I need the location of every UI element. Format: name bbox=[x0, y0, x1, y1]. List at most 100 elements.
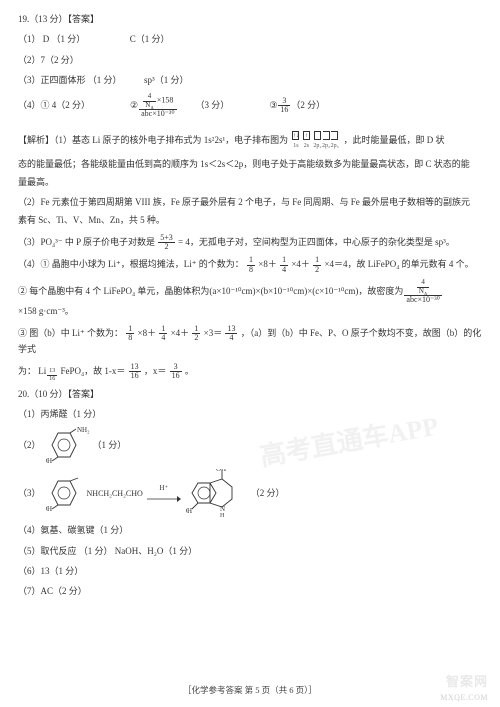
text: （2 分） bbox=[291, 98, 325, 113]
text: ×8＋ bbox=[258, 259, 277, 269]
box bbox=[314, 131, 321, 140]
svg-text:OH: OH bbox=[216, 469, 226, 473]
text: （1 分） bbox=[93, 438, 127, 453]
fused-ring-structure: OH OH N H bbox=[186, 469, 250, 517]
q20-a6: （6）13（1 分） bbox=[18, 564, 482, 579]
text: （3） bbox=[18, 486, 41, 501]
svg-text:OH: OH bbox=[46, 457, 52, 463]
num: 13 bbox=[47, 368, 57, 375]
den: 8 bbox=[247, 266, 255, 274]
benzene-structure: NH₂ OH bbox=[46, 427, 92, 463]
text: NHCH₂CH₂CHO bbox=[87, 487, 143, 501]
den: 8 bbox=[126, 334, 134, 342]
analysis-p4d: 为： Li1316 FePO₄，故 1-x＝ 1316 ，x＝ 316 。 bbox=[18, 363, 482, 382]
text: ×158 bbox=[157, 96, 174, 105]
analysis-p2a: （2）Fe 元素位于第四周期第 VIII 族，Fe 原子最外层有 2 个电子，与… bbox=[18, 195, 482, 210]
fraction: 14 bbox=[159, 325, 167, 343]
text: ，此时能量最低，即 D 状 bbox=[343, 135, 444, 145]
den: 4 bbox=[225, 334, 237, 342]
q19-a3: （3）正四面体形 （1 分） sp³（1 分） bbox=[18, 73, 482, 88]
text: （2） bbox=[18, 438, 41, 453]
q19-a2: （2）7（2 分） bbox=[18, 53, 482, 68]
den: 4 bbox=[159, 334, 167, 342]
q20-head: 20.（10 分）【答案】 bbox=[18, 387, 482, 402]
text: 。 bbox=[185, 366, 194, 376]
svg-text:OH: OH bbox=[46, 505, 52, 511]
text: 为： bbox=[18, 366, 36, 376]
text: ，x＝ bbox=[144, 366, 167, 376]
q20-a7: （7）AC（2 分） bbox=[18, 584, 482, 599]
box bbox=[323, 131, 330, 140]
analysis-p3: （3）PO₄³⁻ 中 P 原子价电子对数是 5+3 2 = 4，无孤电子对，空间… bbox=[18, 234, 482, 252]
q19-a4-end: ③ 3 16 （2 分） bbox=[269, 97, 325, 115]
box-label: 2p₂ bbox=[322, 141, 330, 151]
analysis-l1: 【解析】（1）基态 Li 原子的核外电子排布式为 1s²2s¹，电子排布图为 ↑… bbox=[18, 131, 482, 151]
analysis-l2: 态的能量最低；各能级能量由低到高的顺序为 1s＜2s＜2p，则电子处于高能级数多… bbox=[18, 157, 482, 172]
fraction: 18 bbox=[247, 256, 255, 274]
fraction: 4NA×158 abc×10⁻³⁰ bbox=[139, 93, 176, 118]
orbital-boxes: ↑↓1s ↑2s 2p₁ 2p₂ 2p₃ bbox=[292, 131, 339, 151]
den: 16 bbox=[170, 372, 182, 380]
text: （4）① 晶胞中小球为 Li⁺，根据均摊法，Li⁺ 的个数为： bbox=[18, 259, 244, 269]
den: abc×10⁻³⁰ bbox=[404, 296, 441, 304]
text: ③ bbox=[269, 98, 277, 113]
q19-a4-mid: ② 4NA×158 abc×10⁻³⁰ （3 分） bbox=[130, 93, 229, 118]
text: ② bbox=[130, 98, 138, 113]
watermark-url: MXQE.COM bbox=[440, 691, 488, 705]
text: ×4＋ bbox=[171, 328, 190, 338]
q20-a1: （1）丙烯醛（1 分） bbox=[18, 407, 482, 422]
fraction: 18 bbox=[126, 325, 134, 343]
den: 2 bbox=[158, 243, 175, 251]
analysis-l3: 量最高。 bbox=[18, 175, 482, 190]
fraction: 14 bbox=[280, 256, 288, 274]
box-label: 2p₃ bbox=[331, 141, 339, 151]
q19-a3-b: sp³（1 分） bbox=[144, 75, 188, 85]
box: ↑↓ bbox=[292, 131, 299, 140]
text: = 4，无孤电子对，空间构型为正四面体，中心原子的杂化类型是 sp³。 bbox=[178, 237, 455, 247]
text: ×158 g·cm⁻³。 bbox=[18, 304, 74, 319]
q19-a3-a: （3）正四面体形 （1 分） bbox=[18, 75, 122, 85]
box: ↑ bbox=[303, 131, 310, 140]
fraction: 5+3 2 bbox=[158, 234, 175, 252]
box-label: 2s bbox=[304, 141, 309, 151]
den: 16 bbox=[47, 376, 57, 382]
analysis-p4b: ② 每个晶胞中有 4 个 LiFePO₄ 单元，晶胞体积为(a×10⁻¹⁰cm)… bbox=[18, 279, 482, 319]
fraction: 4NA abc×10⁻³⁰ bbox=[404, 279, 441, 304]
text: ×8＋ bbox=[138, 328, 157, 338]
analysis-p4c: ③ 图（b）中 Li⁺ 个数为： 18 ×8＋ 14 ×4＋ 12 ×3＝ 13… bbox=[18, 325, 482, 358]
arrow-label: H⁺ bbox=[159, 483, 168, 495]
watermark-brand: 智案网 bbox=[446, 671, 488, 693]
den: 2 bbox=[313, 266, 321, 274]
text: FePO₄，故 1-x＝ bbox=[61, 366, 126, 376]
svg-text:NH₂: NH₂ bbox=[77, 427, 90, 434]
text: ×4＝4，故 LiFePO₄ 的单元数有 4 个。 bbox=[324, 259, 473, 269]
fraction: 1316 bbox=[129, 363, 141, 381]
q20-a4: （4）氨基、碳氢键（1 分） bbox=[18, 523, 482, 538]
den: 16 bbox=[278, 106, 290, 114]
fraction: 134 bbox=[225, 325, 237, 343]
text: （3）PO₄³⁻ 中 P 原子价电子对数是 bbox=[18, 237, 157, 247]
text: （2 分） bbox=[251, 486, 285, 501]
q19-a1-a: （1） D （1 分） bbox=[18, 34, 85, 44]
svg-text:OH: OH bbox=[186, 507, 192, 515]
svg-text:H: H bbox=[220, 513, 225, 517]
svg-text:N: N bbox=[220, 505, 225, 513]
text: ×3＝ bbox=[204, 328, 223, 338]
box-label: 2p₁ bbox=[313, 141, 321, 151]
text: ③ 图（b）中 Li⁺ 个数为： bbox=[18, 328, 123, 338]
text: ×4＋ bbox=[291, 259, 310, 269]
den: 16 bbox=[129, 372, 141, 380]
fraction: 316 bbox=[170, 363, 182, 381]
fraction: 12 bbox=[313, 256, 321, 274]
box-label: 1s bbox=[293, 141, 298, 151]
box bbox=[331, 131, 338, 140]
den: 2 bbox=[192, 334, 200, 342]
q20-a2: （2） NH₂ OH （1 分） bbox=[18, 427, 482, 463]
q19-a4: （4）① 4（2 分） ② 4NA×158 abc×10⁻³⁰ （3 分） ③ … bbox=[18, 93, 482, 118]
page-footer: ［化学参考答案 第 5 页（共 6 页）］ bbox=[0, 683, 500, 697]
q19-a1-b: C（1 分） bbox=[130, 34, 170, 44]
analysis-p2b: 素有 Sc、Ti、V、Mn、Zn，共 5 种。 bbox=[18, 213, 482, 228]
q20-a3: （3） OH NHCH₂CH₂CHO H⁺ OH OH N H （2 分） bbox=[18, 469, 482, 517]
den: 4 bbox=[280, 266, 288, 274]
q19-a1: （1） D （1 分） C（1 分） bbox=[18, 32, 482, 47]
